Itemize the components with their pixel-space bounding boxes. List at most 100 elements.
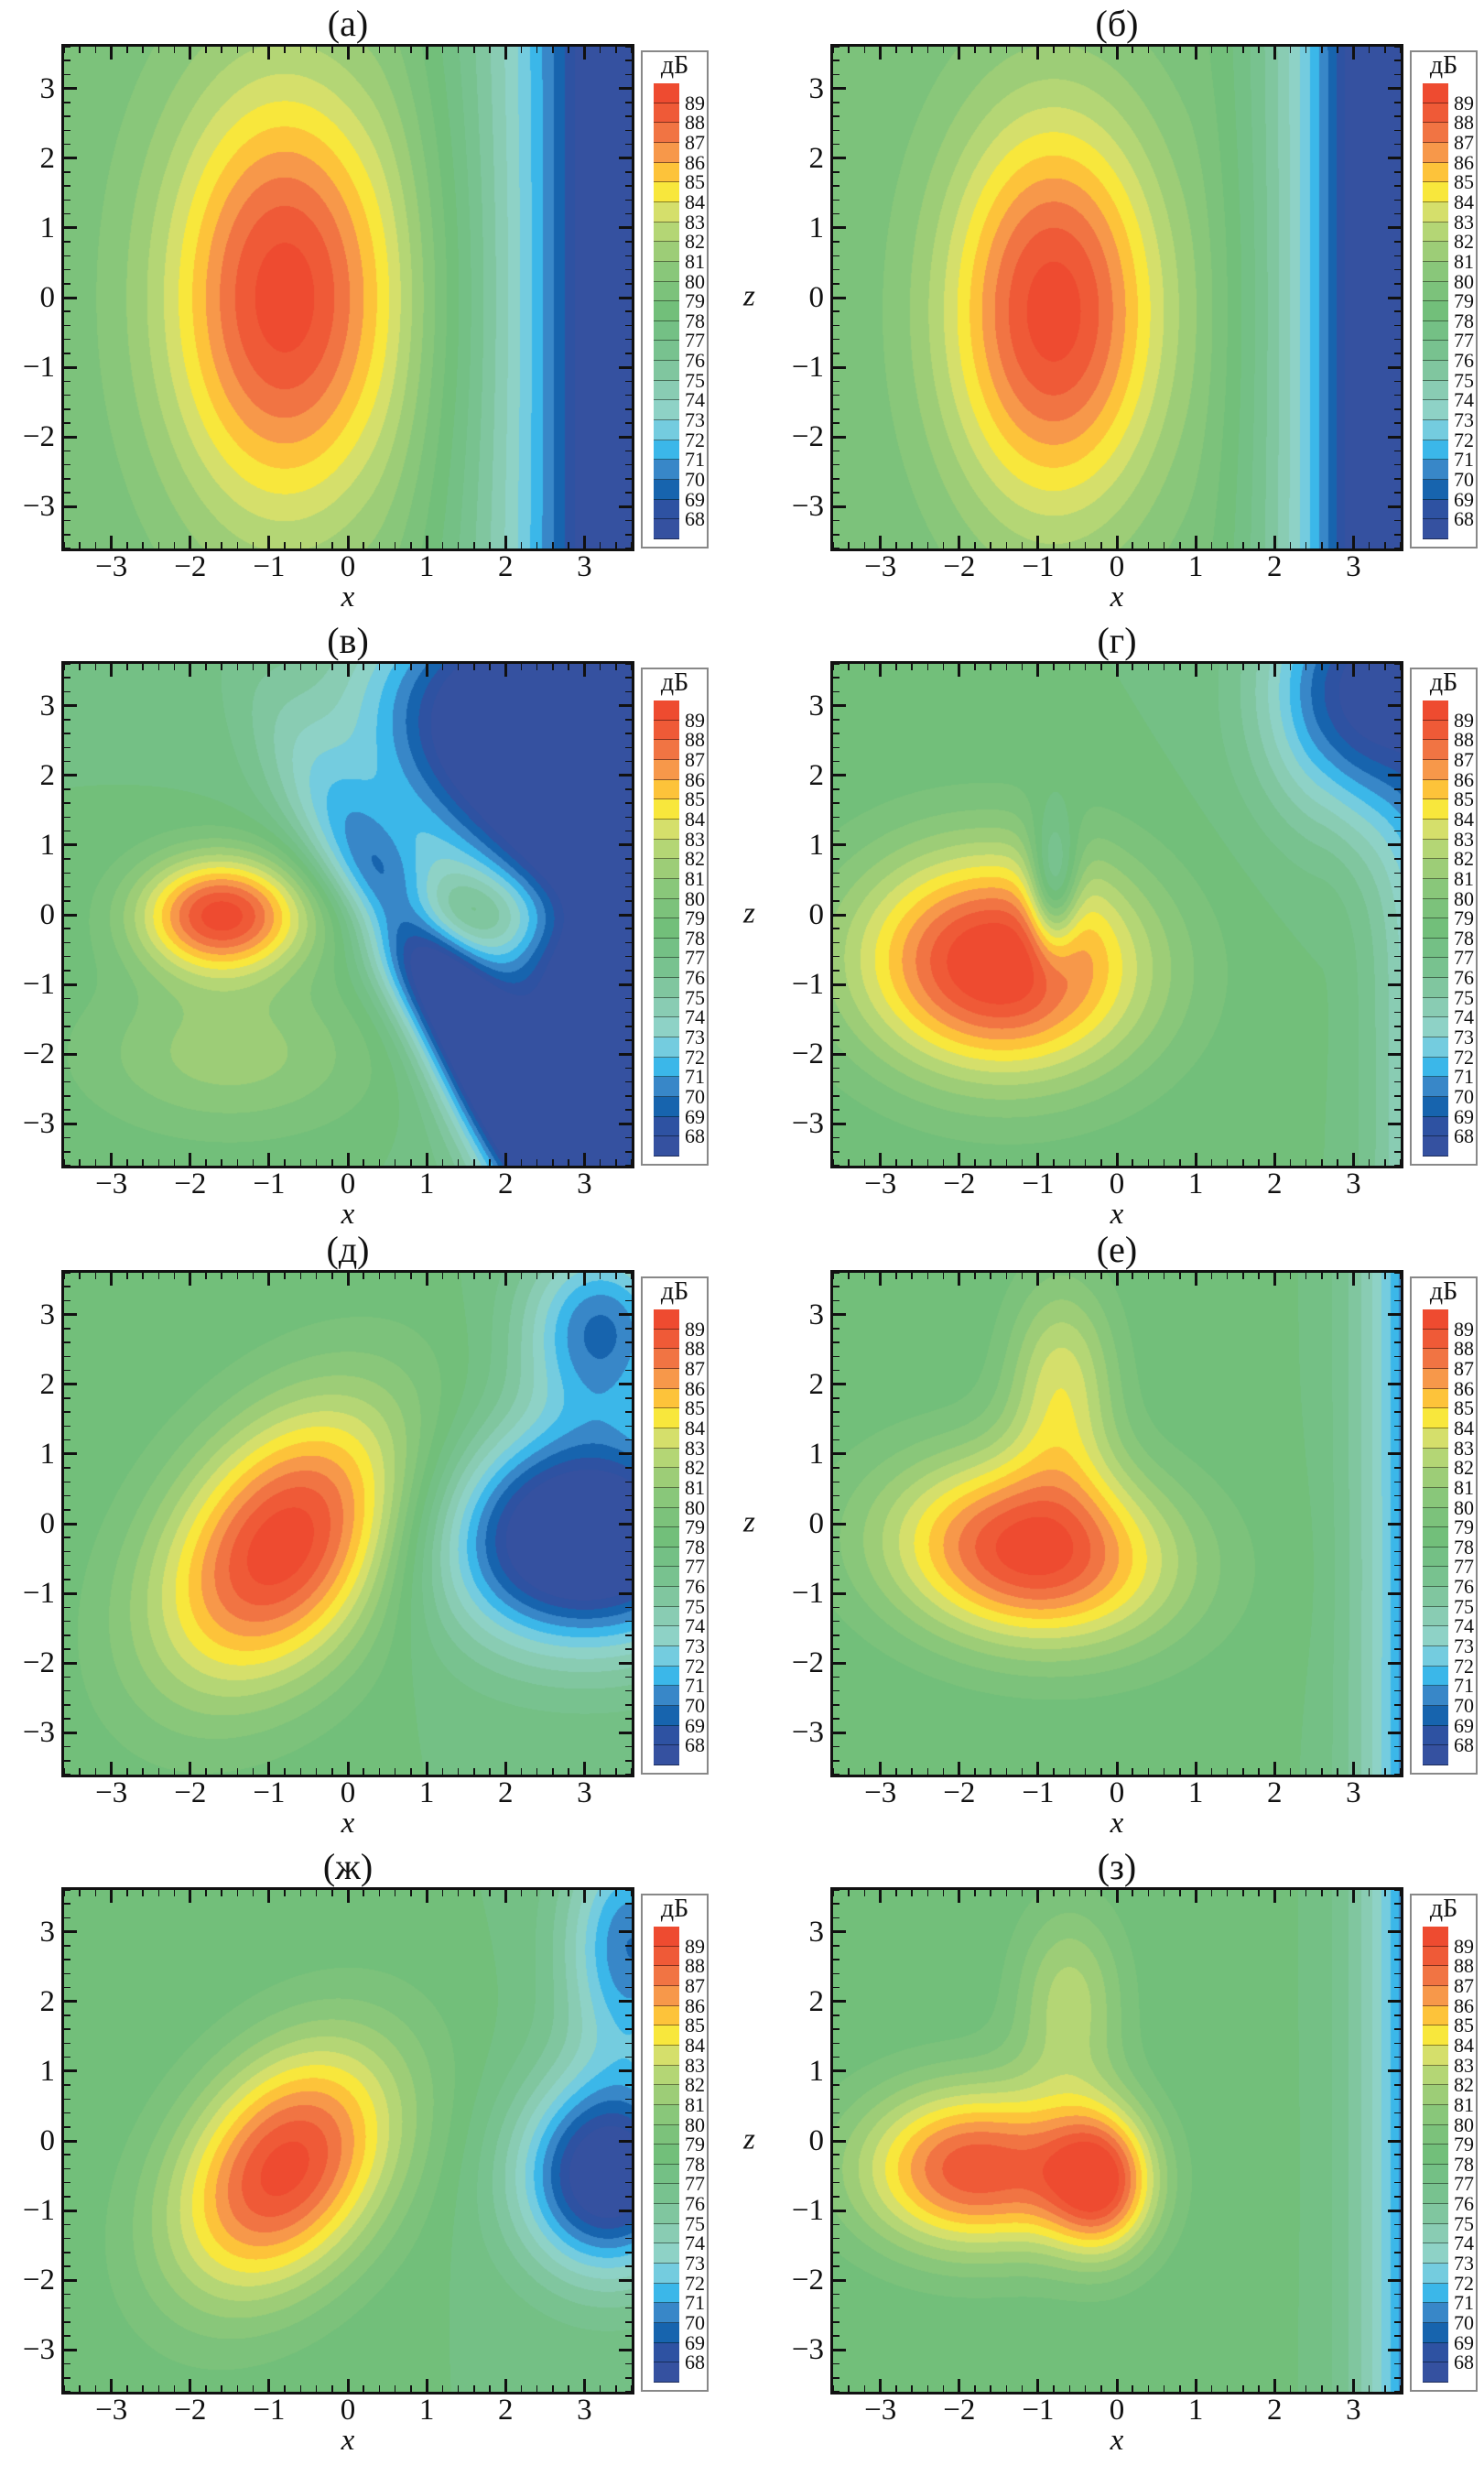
minor-tick [1394, 1760, 1401, 1762]
colorbar-label: 68 [685, 507, 705, 531]
major-tick [64, 2069, 77, 2073]
colorbar-label: 75 [685, 2211, 705, 2235]
minor-tick [1289, 1273, 1292, 1279]
minor-tick [1394, 663, 1401, 665]
minor-tick [911, 1273, 913, 1279]
minor-tick [1394, 2223, 1401, 2226]
minor-tick [1394, 1286, 1401, 1287]
minor-tick [625, 1494, 632, 1497]
minor-tick [64, 1136, 70, 1139]
x-tick-label: −3 [864, 550, 897, 583]
major-tick [879, 536, 883, 548]
minor-tick [625, 2084, 632, 2086]
minor-tick [1394, 394, 1401, 396]
minor-tick [990, 542, 991, 548]
minor-tick [1226, 1768, 1229, 1775]
minor-tick [1084, 1159, 1087, 1166]
panel-title: (ж) [322, 1846, 374, 1887]
colorbar-label: 69 [685, 2330, 705, 2354]
major-tick [1388, 2209, 1401, 2212]
minor-tick [1132, 1890, 1133, 1896]
major-tick [582, 1762, 586, 1775]
minor-tick [1394, 492, 1401, 494]
colorbar-swatch [1423, 1567, 1448, 1588]
minor-tick [1053, 1890, 1055, 1896]
major-tick [619, 2278, 632, 2282]
minor-tick [942, 1159, 945, 1166]
colorbar-legend: дБ 89 88 87 86 85 84 83 82 81 80 79 78 77 76 75 74 73 72 71… [641, 50, 709, 548]
minor-tick [64, 324, 70, 327]
minor-tick [1394, 1509, 1401, 1511]
major-tick [346, 1273, 350, 1286]
colorbar-swatch [654, 420, 679, 440]
colorbar-label: 87 [685, 130, 705, 154]
colorbar-label: 71 [685, 2291, 705, 2315]
contour-panel: (д)−3−2−101233210−1−2−3xzдБ8988878685848… [23, 1231, 796, 1859]
minor-tick [284, 2385, 286, 2392]
colorbar-swatch [654, 341, 679, 362]
minor-tick [1226, 47, 1229, 53]
minor-tick [625, 2293, 632, 2296]
minor-tick [1394, 1689, 1401, 1692]
minor-tick [1132, 542, 1133, 548]
minor-tick [625, 2223, 632, 2226]
minor-tick [631, 1273, 633, 1279]
minor-tick [1242, 542, 1244, 548]
colorbar-swatch [654, 779, 679, 800]
minor-tick [1394, 73, 1401, 76]
colorbar-label: 68 [1454, 2351, 1474, 2374]
colorbar-swatch [654, 281, 679, 302]
z-tick-label: 3 [39, 1298, 56, 1331]
minor-tick [64, 2154, 70, 2156]
minor-tick [363, 1273, 364, 1279]
minor-tick [833, 955, 839, 958]
minor-tick [489, 542, 491, 548]
minor-tick [625, 283, 632, 285]
colorbar-title: дБ [660, 668, 689, 697]
minor-tick [833, 677, 839, 679]
minor-tick [489, 1273, 491, 1279]
x-axis-label: x [341, 2424, 355, 2457]
minor-tick [64, 1509, 70, 1511]
minor-tick [236, 1159, 239, 1166]
minor-tick [64, 171, 70, 173]
minor-tick [1084, 1890, 1087, 1896]
major-tick [1351, 536, 1355, 548]
colorbar-swatch [654, 2005, 679, 2026]
major-tick [1388, 1052, 1401, 1056]
major-tick [1388, 2139, 1401, 2143]
minor-tick [911, 1159, 913, 1166]
colorbar-label: 76 [1454, 1575, 1474, 1599]
major-tick [1115, 1273, 1119, 1286]
z-tick-label: 0 [39, 1507, 56, 1540]
minor-tick [833, 519, 839, 522]
minor-tick [568, 1273, 569, 1279]
minor-tick [64, 1165, 70, 1167]
minor-tick [64, 1889, 70, 1891]
major-tick [619, 704, 632, 708]
minor-tick [394, 1273, 396, 1279]
minor-tick [1100, 664, 1102, 670]
z-tick-label: −2 [22, 420, 55, 454]
major-tick [1273, 536, 1276, 548]
minor-tick [625, 353, 632, 354]
minor-tick [1005, 1768, 1008, 1775]
minor-tick [1321, 664, 1323, 670]
x-tick-label: 2 [1266, 2394, 1283, 2427]
colorbar-swatch [654, 2124, 679, 2145]
colorbar-swatch [1423, 420, 1448, 440]
minor-tick [833, 885, 839, 888]
plot-area [830, 661, 1403, 1168]
minor-tick [1394, 2181, 1401, 2184]
major-tick [64, 1731, 77, 1734]
minor-tick [1068, 542, 1071, 548]
minor-tick [625, 1369, 632, 1372]
minor-tick [1210, 47, 1213, 53]
x-tick-label: −2 [943, 1776, 976, 1809]
minor-tick [1289, 542, 1292, 548]
colorbar-swatch [654, 2085, 679, 2105]
major-tick [1388, 1313, 1401, 1317]
minor-tick [625, 900, 632, 902]
colorbar-label: 88 [1454, 728, 1474, 752]
minor-tick [1005, 1273, 1008, 1279]
